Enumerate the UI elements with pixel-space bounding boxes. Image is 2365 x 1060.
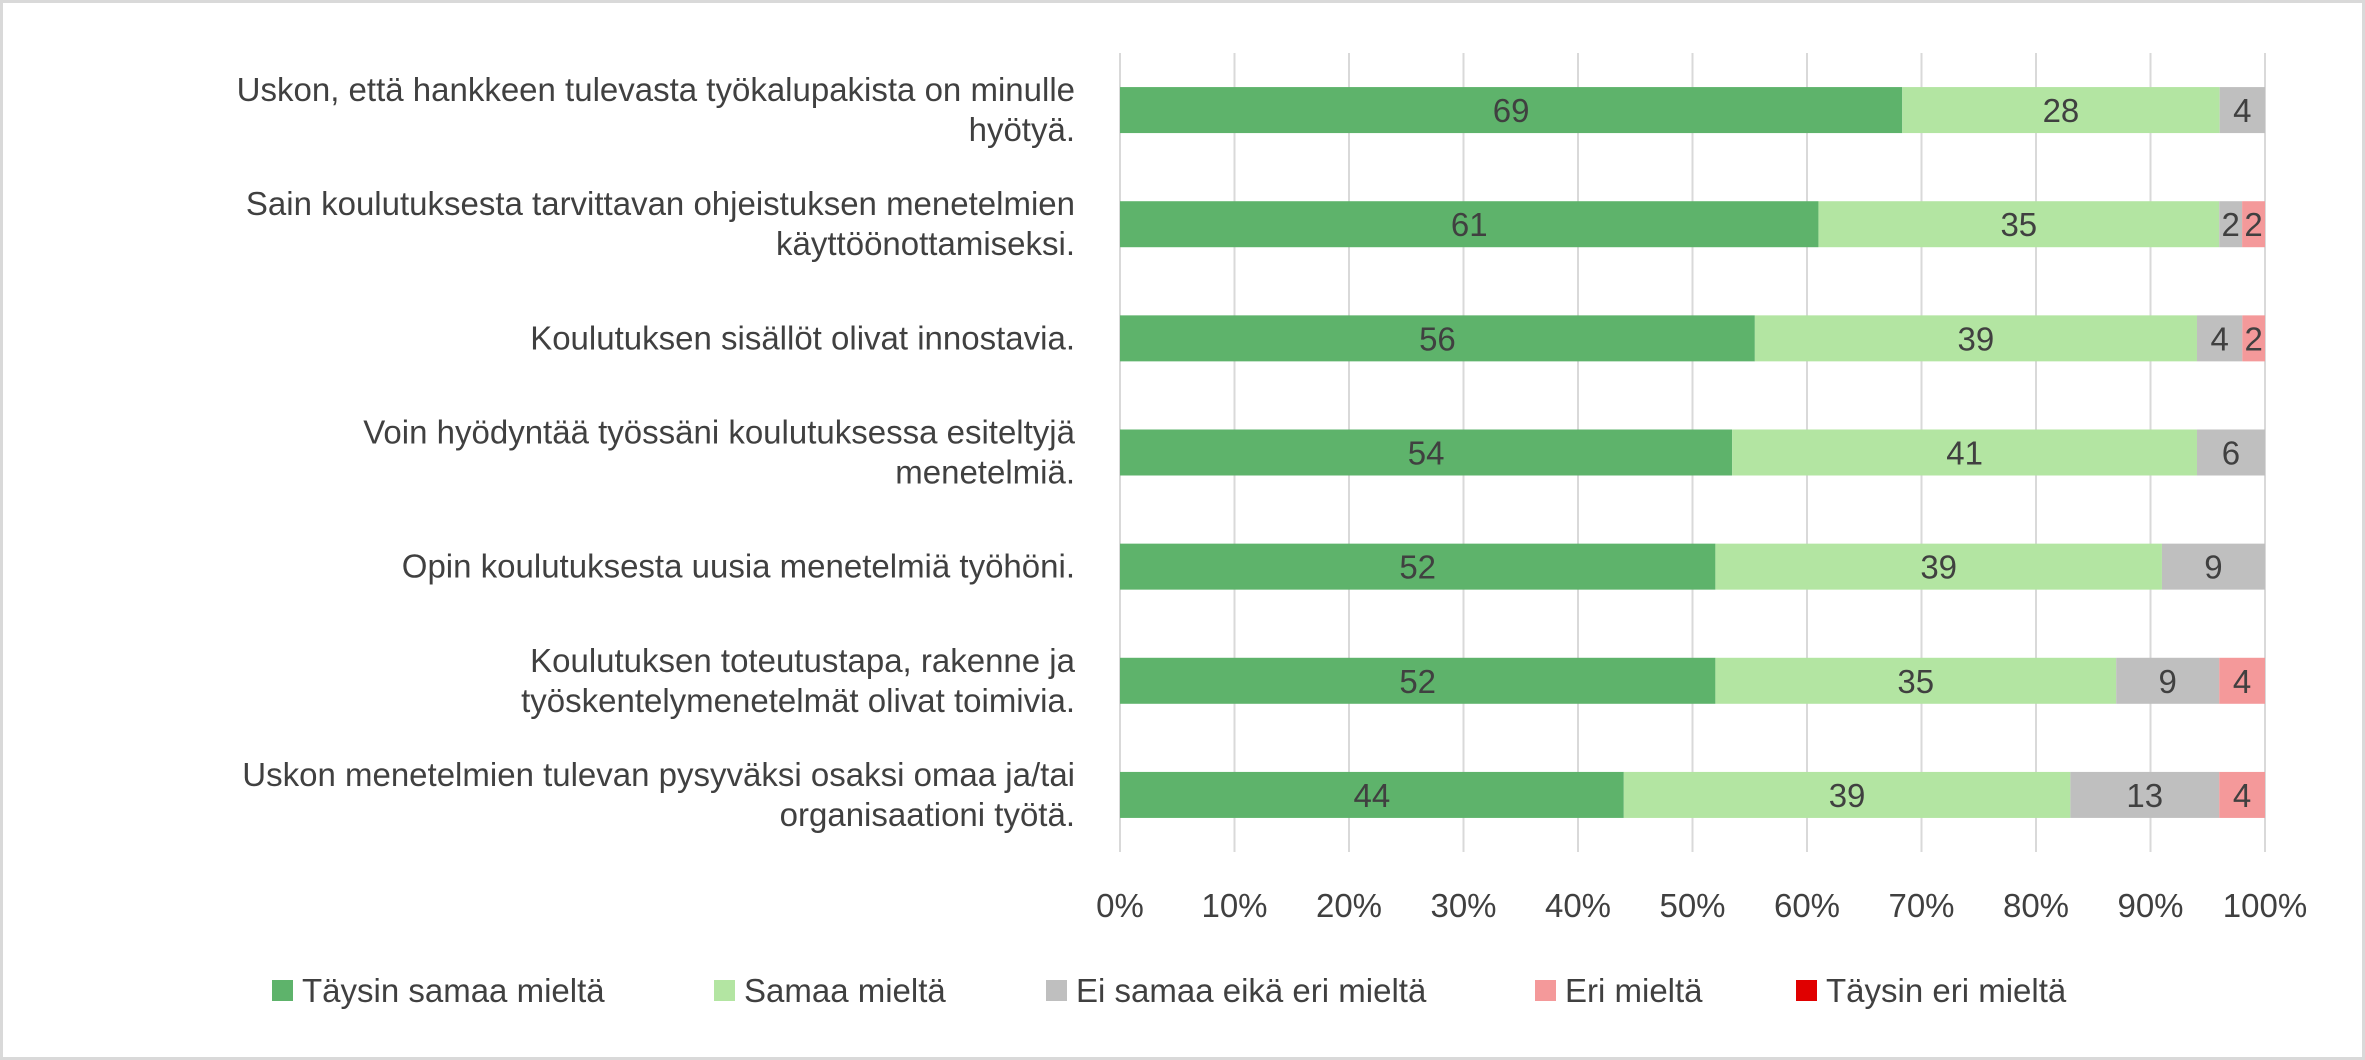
bar-segment	[1732, 429, 2197, 476]
x-tick-label: 40%	[1545, 887, 1611, 924]
legend-swatch	[1796, 980, 1817, 1001]
data-label: 4	[2210, 320, 2228, 357]
category-label: Voin hyödyntää työssäni koulutuksessa es…	[363, 414, 1075, 451]
bar-segment	[2242, 315, 2265, 362]
category-label: Koulutuksen sisällöt olivat innostavia.	[530, 319, 1075, 356]
bar-segment	[1120, 87, 1903, 134]
data-label: 39	[1920, 549, 1957, 586]
bar-segment	[1715, 657, 2117, 704]
data-label: 56	[1419, 320, 1456, 357]
data-label: 4	[2233, 92, 2251, 129]
data-label: 69	[1493, 92, 1530, 129]
bar-segment	[2070, 771, 2220, 818]
data-label: 4	[2233, 777, 2251, 814]
legend-swatch	[1046, 980, 1067, 1001]
data-label: 61	[1451, 206, 1488, 243]
data-label: 9	[2204, 549, 2222, 586]
data-label: 2	[2244, 206, 2262, 243]
bar-segment	[2219, 201, 2243, 248]
category-label: hyötyä.	[969, 111, 1075, 148]
x-tick-label: 10%	[1201, 887, 1267, 924]
bar-segment	[2242, 201, 2265, 248]
legend-label: Täysin eri mieltä	[1826, 972, 2067, 1009]
category-label: Koulutuksen toteutustapa, rakenne ja	[530, 642, 1076, 679]
category-label: Uskon menetelmien tulevan pysyväksi osak…	[242, 756, 1075, 793]
data-label: 28	[2043, 92, 2080, 129]
data-label: 39	[1829, 777, 1866, 814]
legend-label: Täysin samaa mieltä	[302, 972, 605, 1009]
category-label: käyttöönottamiseksi.	[776, 225, 1075, 262]
x-tick-label: 30%	[1430, 887, 1496, 924]
bar-segment	[1120, 429, 1733, 476]
bar-segment	[2161, 543, 2265, 590]
bar-segment	[1120, 543, 1716, 590]
bar-segment	[1902, 87, 2220, 134]
legend-swatch	[272, 980, 293, 1001]
x-tick-label: 60%	[1774, 887, 1840, 924]
bar-segment	[1120, 657, 1716, 704]
legend-swatch	[1535, 980, 1556, 1001]
legend-label: Eri mieltä	[1565, 972, 1703, 1009]
x-tick-label: 20%	[1316, 887, 1382, 924]
legend-swatch	[714, 980, 735, 1001]
x-tick-label: 80%	[2003, 887, 2069, 924]
data-label: 2	[2244, 320, 2262, 357]
bar-segment	[2219, 87, 2265, 134]
category-label: menetelmiä.	[895, 454, 1075, 491]
category-label: Opin koulutuksesta uusia menetelmiä työh…	[402, 548, 1075, 585]
data-label: 54	[1408, 435, 1445, 472]
data-label: 13	[2126, 777, 2163, 814]
data-label: 9	[2158, 663, 2176, 700]
data-label: 41	[1946, 435, 1983, 472]
bar-segment	[2116, 657, 2220, 704]
category-label: työskentelymenetelmät olivat toimivia.	[521, 682, 1075, 719]
bar-segment	[1623, 771, 2071, 818]
data-label: 2	[2221, 206, 2239, 243]
bar-segment	[1120, 771, 1624, 818]
bar-segment	[2196, 315, 2243, 362]
bar-segment	[1818, 201, 2220, 248]
category-label: organisaationi työtä.	[780, 796, 1075, 833]
bar-segment	[1715, 543, 2162, 590]
data-label: 4	[2233, 663, 2251, 700]
legend-label: Samaa mieltä	[744, 972, 946, 1009]
bar-segment	[2219, 657, 2265, 704]
legend-label: Ei samaa eikä eri mieltä	[1076, 972, 1427, 1009]
data-label: 6	[2222, 435, 2240, 472]
x-tick-label: 90%	[2117, 887, 2183, 924]
x-tick-label: 50%	[1659, 887, 1725, 924]
data-label: 35	[1897, 663, 1934, 700]
category-label: Uskon, että hankkeen tulevasta työkalupa…	[237, 71, 1075, 108]
bar-segment	[1120, 201, 1819, 248]
data-label: 52	[1399, 549, 1436, 586]
x-tick-label: 70%	[1888, 887, 1954, 924]
data-label: 39	[1958, 320, 1995, 357]
data-label: 35	[2000, 206, 2037, 243]
bar-segment	[1754, 315, 2197, 362]
data-label: 44	[1354, 777, 1391, 814]
category-label: Sain koulutuksesta tarvittavan ohjeistuk…	[246, 185, 1075, 222]
bar-segment	[2196, 429, 2265, 476]
x-tick-label: 100%	[2223, 887, 2307, 924]
bar-segment	[1120, 315, 1755, 362]
bar-segment	[2219, 771, 2265, 818]
x-tick-label: 0%	[1096, 887, 1144, 924]
data-label: 52	[1399, 663, 1436, 700]
